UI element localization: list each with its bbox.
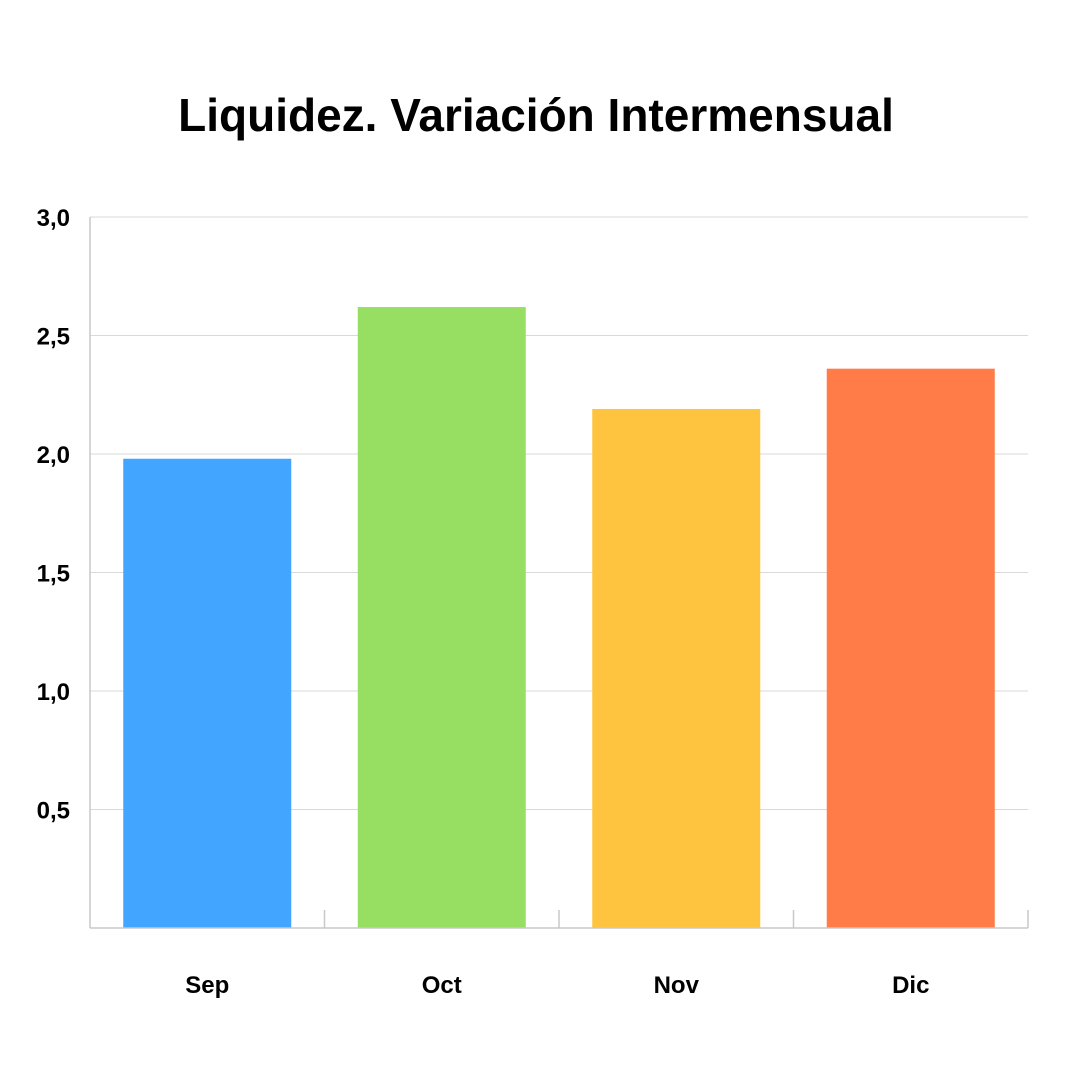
y-tick-label: 3,0 bbox=[37, 205, 70, 232]
y-tick-label: 1,5 bbox=[37, 561, 70, 588]
bar-sep bbox=[123, 458, 292, 928]
y-tick-label: 0,5 bbox=[37, 798, 70, 825]
x-axis-ticks: Sep Oct Nov Dic bbox=[185, 972, 929, 999]
y-axis-ticks: 0,5 1,0 1,5 2,0 2,5 3,0 bbox=[37, 205, 70, 825]
axes bbox=[89, 217, 1029, 929]
y-tick-label: 1,0 bbox=[37, 679, 70, 706]
x-tick-label: Oct bbox=[422, 972, 462, 999]
bar-dic bbox=[826, 368, 995, 928]
chart-title: Liquidez. Variación Intermensual bbox=[178, 89, 894, 141]
x-tick-label: Dic bbox=[892, 972, 929, 999]
x-tick-label: Nov bbox=[654, 972, 700, 999]
bars bbox=[123, 307, 995, 929]
y-tick-label: 2,5 bbox=[37, 324, 70, 351]
bar-oct bbox=[357, 307, 526, 928]
y-tick-label: 2,0 bbox=[37, 442, 70, 469]
bar-nov bbox=[592, 408, 761, 929]
x-tick-label: Sep bbox=[185, 972, 229, 999]
